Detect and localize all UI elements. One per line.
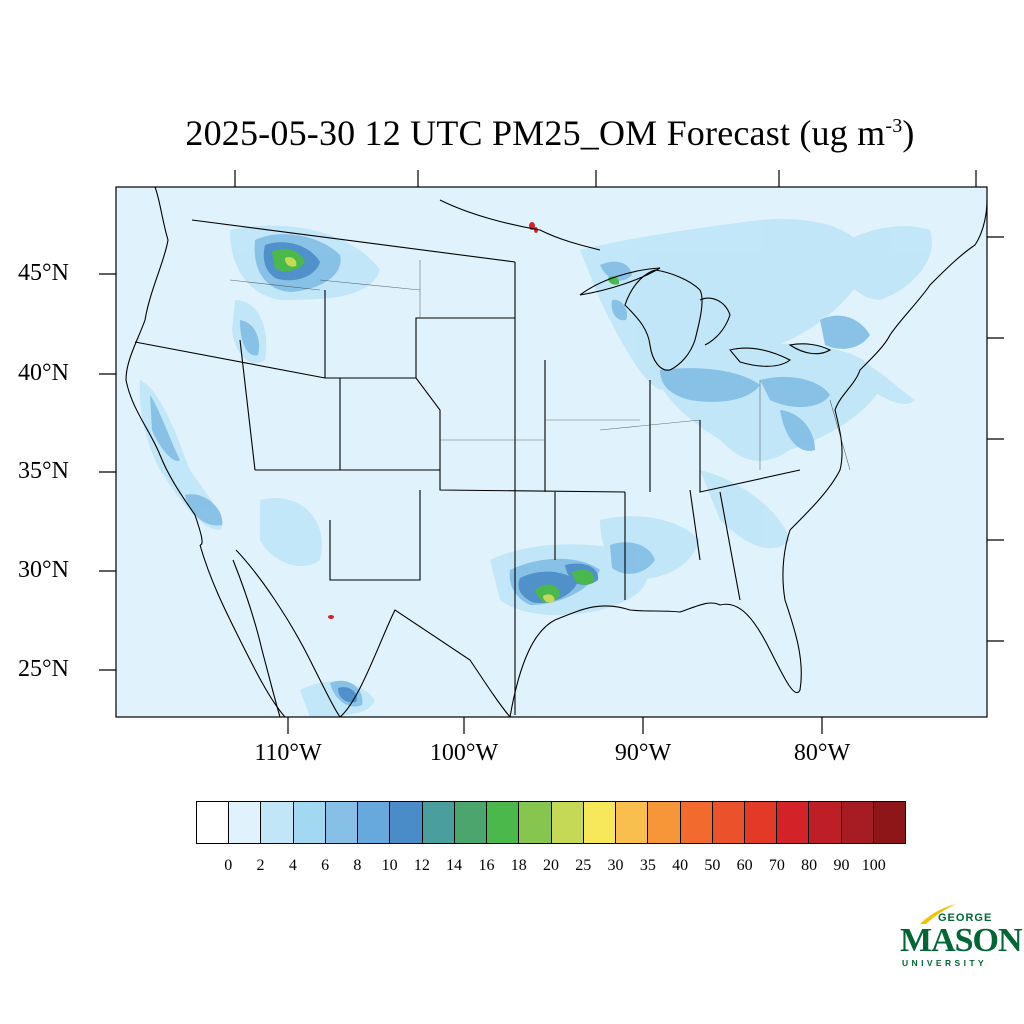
colorbar-tick-label: 12 xyxy=(413,857,430,874)
lat-label-40: 40°N xyxy=(18,360,69,386)
colorbar-swatch xyxy=(293,802,326,843)
logo-mason: MASON xyxy=(900,922,1023,959)
colorbar-swatch xyxy=(841,802,874,843)
colorbar xyxy=(196,801,906,844)
lon-label-110: 110°W xyxy=(254,740,322,766)
colorbar-swatch xyxy=(325,802,359,843)
colorbar-tick-label: 2 xyxy=(256,857,265,874)
colorbar-swatch xyxy=(712,802,745,843)
colorbar-tick-label: 60 xyxy=(736,857,753,874)
colorbar-swatch xyxy=(744,802,778,843)
colorbar-swatch xyxy=(358,802,391,843)
colorbar-swatch xyxy=(680,802,713,843)
colorbar-swatch xyxy=(777,802,810,843)
lat-label-30: 30°N xyxy=(18,557,69,583)
lat-label-35: 35°N xyxy=(18,458,69,484)
colorbar-swatch xyxy=(616,802,649,843)
george-mason-logo: GEORGE MASON UNIVERSITY xyxy=(900,902,1023,968)
colorbar-tick-label: 20 xyxy=(543,857,559,874)
colorbar-swatch xyxy=(229,802,262,843)
colorbar-tick-label: 40 xyxy=(672,857,689,874)
colorbar-tick-label: 14 xyxy=(446,857,463,874)
logo-swoosh-icon xyxy=(920,904,956,924)
lat-label-45: 45°N xyxy=(18,260,69,286)
colorbar-swatch xyxy=(873,802,906,843)
colorbar-swatch xyxy=(454,802,488,843)
colorbar-swatch xyxy=(422,802,455,843)
colorbar-swatch xyxy=(487,802,520,843)
lon-label-100: 100°W xyxy=(429,740,499,766)
colorbar-tick-label: 25 xyxy=(575,857,592,874)
colorbar-tick-label: 6 xyxy=(321,857,330,874)
colorbar-tick-label: 70 xyxy=(768,857,785,874)
colorbar-tick-label: 100 xyxy=(861,857,886,874)
axis-ticks xyxy=(99,170,1004,734)
lon-label-90: 90°W xyxy=(614,740,672,766)
colorbar-tick-label: 30 xyxy=(607,857,624,874)
colorbar-swatch xyxy=(390,802,423,843)
colorbar-tick-label: 18 xyxy=(510,857,527,874)
colorbar-swatch xyxy=(551,802,584,843)
colorbar-tick-label: 90 xyxy=(833,857,850,874)
colorbar-labels: 0 2 4 6 8 10 12 14 16 18 20 25 30 35 40 50 60 70 80 90 100 xyxy=(196,857,906,879)
plot-area xyxy=(116,187,987,717)
colorbar-tick-label: 16 xyxy=(478,857,495,874)
logo-university: UNIVERSITY xyxy=(902,958,988,968)
plot-frame xyxy=(115,186,988,718)
colorbar-tick-label: 4 xyxy=(288,857,297,874)
colorbar-swatch xyxy=(648,802,681,843)
colorbar-swatch xyxy=(583,802,617,843)
map-title: 2025-05-30 12 UTC PM25_OM Forecast (ug m… xyxy=(185,113,915,153)
colorbar-swatch xyxy=(197,802,230,843)
lon-label-80: 80°W xyxy=(793,740,851,766)
colorbar-tick-label: 35 xyxy=(639,857,656,874)
colorbar-tick-label: 80 xyxy=(801,857,818,874)
colorbar-tick-label: 8 xyxy=(353,857,362,874)
colorbar-swatch xyxy=(261,802,294,843)
colorbar-tick-label: 10 xyxy=(381,857,398,874)
colorbar-swatch xyxy=(519,802,552,843)
colorbar-swatch xyxy=(809,802,842,843)
colorbar-tick-label: 0 xyxy=(224,857,233,874)
colorbar-tick-label: 50 xyxy=(704,857,721,874)
logo-george: GEORGE xyxy=(938,912,993,924)
lat-label-25: 25°N xyxy=(18,656,69,682)
